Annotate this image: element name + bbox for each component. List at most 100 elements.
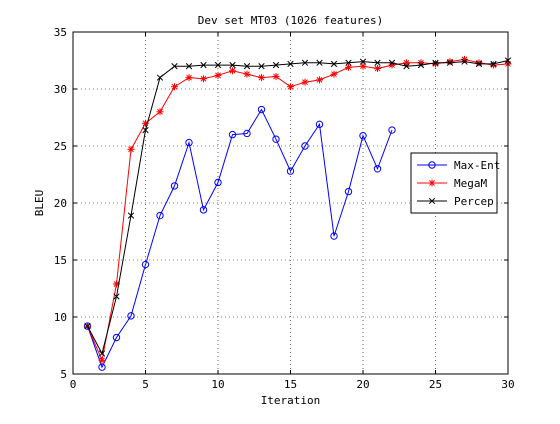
data-point [359,132,367,140]
data-point [330,70,338,78]
data-point [316,76,323,84]
data-point [432,59,439,66]
data-point [127,212,135,219]
data-point [345,59,352,66]
data-point [229,61,236,69]
data-point [170,182,179,190]
data-point [228,130,237,139]
data-point [156,74,164,81]
x-tick-label: 0 [70,378,77,391]
data-point [287,60,294,68]
data-point [272,72,280,80]
x-tick-label: 5 [142,378,149,391]
series-percep [84,57,512,357]
data-point [330,232,338,240]
data-point [156,108,164,116]
legend-label: Percep [454,195,494,208]
y-tick-label: 15 [54,254,67,267]
data-point [432,60,439,68]
y-tick-label: 30 [54,83,67,96]
data-point [272,135,280,143]
data-point [214,71,222,79]
data-point [127,312,135,320]
data-point [171,63,178,70]
data-point [156,211,164,220]
data-point [287,83,294,91]
legend-entry: Max-Ent [417,159,500,172]
data-point [98,350,106,357]
legend-label: MegaM [454,177,487,190]
data-point [142,126,149,134]
data-point [417,61,425,69]
y-axis-label: BLEU [33,190,46,217]
legend: Max-Ent MegaM Percep [410,152,500,214]
legend-marker [428,179,436,187]
series-line [87,60,509,355]
data-point [373,165,382,173]
data-point [200,61,207,69]
legend-entry: Percep [417,195,494,208]
y-tick-label: 25 [54,140,67,153]
legend-marker [428,197,436,205]
data-point [185,138,193,147]
data-point [185,63,193,70]
legend-label: Max-Ent [454,159,500,172]
data-point [286,167,295,175]
chart-title: Dev set MT03 (1026 features) [198,14,383,27]
x-axis-label: Iteration [261,394,321,407]
data-point [258,63,265,70]
data-point [359,62,367,70]
data-point [214,178,222,187]
data-point [243,129,251,138]
data-point [344,187,353,196]
y-tick-label: 5 [60,368,67,381]
data-point [214,61,222,69]
legend-entry: MegaM [417,177,487,190]
data-point [199,206,208,214]
data-point [243,70,251,78]
data-point [272,61,280,69]
data-point [345,63,352,71]
series-line [87,108,393,369]
data-point [330,60,338,68]
data-point [98,356,106,364]
series-megam [84,55,512,364]
data-point [461,58,468,65]
data-point [258,74,265,82]
data-point [84,322,91,330]
x-tick-label: 15 [284,378,297,391]
data-point [359,58,367,65]
data-point [374,59,381,66]
y-tick-label: 35 [54,26,67,39]
data-point [446,59,454,66]
x-tick-label: 25 [429,378,442,391]
x-tick-label: 30 [501,378,514,391]
data-point [475,59,483,67]
y-tick-label: 10 [54,311,67,324]
data-point [316,59,323,66]
data-point [403,63,410,70]
data-point [374,64,381,72]
data-point [229,67,236,75]
data-point [490,60,497,68]
data-point [185,74,193,82]
data-point [112,333,121,342]
legend-marker [428,161,436,169]
data-point [113,293,120,300]
data-point [388,126,396,134]
series-group [83,55,512,371]
data-point [127,145,135,153]
data-point [200,75,207,83]
x-tick-label: 10 [211,378,224,391]
data-point [141,260,150,269]
data-point [315,120,324,129]
data-point [171,83,178,91]
data-point [257,105,266,114]
series-max-ent [83,105,396,371]
data-point [301,59,309,66]
data-point [475,60,483,68]
data-point [301,78,309,86]
